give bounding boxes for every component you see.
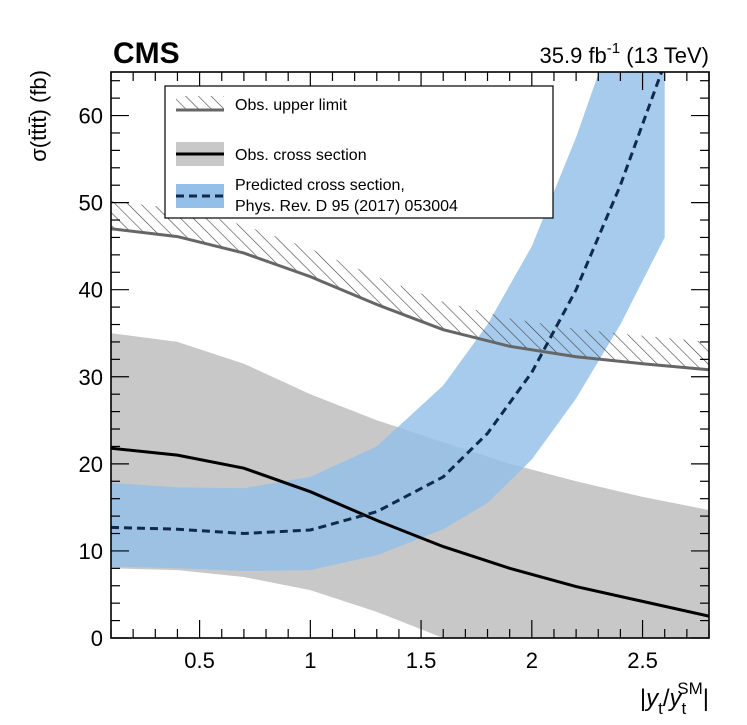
x-tick-label: 2 <box>526 648 538 673</box>
y-tick-label: 60 <box>79 104 103 129</box>
upper-limit-line <box>111 227 709 372</box>
x-tick-label: 2.5 <box>627 648 658 673</box>
y-tick-label: 30 <box>79 365 103 390</box>
predicted-cross-section-band <box>111 72 665 571</box>
y-tick-label: 50 <box>79 191 103 216</box>
legend-cross-section-label: Obs. cross section <box>235 147 367 164</box>
x-label-sub-t2: t <box>682 699 687 718</box>
x-label-pipe-open: | <box>640 685 646 712</box>
x-tick-label: 1 <box>304 648 316 673</box>
y-axis-label: σ(tt̄tt̄) (fb) <box>26 70 51 162</box>
x-label-sup-sm: SM <box>677 679 703 698</box>
obs-cross-section-line <box>111 446 709 618</box>
legend-hatch-swatch <box>176 96 224 110</box>
predicted-cross-section-line <box>111 72 664 536</box>
lumi-label: 35.9 fb-1 (13 TeV) <box>540 40 709 68</box>
experiment-label: CMS <box>113 37 180 70</box>
x-label-sub-t1: t <box>658 699 663 718</box>
y-tick-label: 0 <box>91 626 103 651</box>
lumi-superscript: -1 <box>607 40 620 57</box>
y-tick-label: 10 <box>79 539 103 564</box>
x-label-y2: y <box>668 685 684 712</box>
x-tick-label: 0.5 <box>184 648 215 673</box>
lumi-value: 35.9 fb <box>540 43 607 68</box>
x-label-y: y <box>644 685 660 712</box>
plot-frame <box>110 71 710 639</box>
legend: Obs. upper limit Obs. cross section Pred… <box>164 85 554 219</box>
legend-prediction-label: Predicted cross section, <box>235 177 405 194</box>
lumi-energy: (13 TeV) <box>620 43 709 68</box>
x-tick-label: 1.5 <box>406 648 437 673</box>
data-layer <box>111 72 709 638</box>
legend-upper-limit-label: Obs. upper limit <box>235 97 348 114</box>
upper-limit-hatch <box>111 200 709 370</box>
tick-layer: 0.5 1 1.5 2 2.5 0 10 20 30 40 50 60 <box>79 72 710 673</box>
legend-box <box>164 85 554 219</box>
legend-prediction-ref: Phys. Rev. D 95 (2017) 053004 <box>235 198 458 215</box>
x-axis-label: |yt/ytSM| <box>640 679 709 718</box>
y-tick-label: 20 <box>79 452 103 477</box>
x-label-slash: / <box>663 685 670 712</box>
y-tick-label: 40 <box>79 278 103 303</box>
x-label-pipe-close: | <box>703 685 709 712</box>
